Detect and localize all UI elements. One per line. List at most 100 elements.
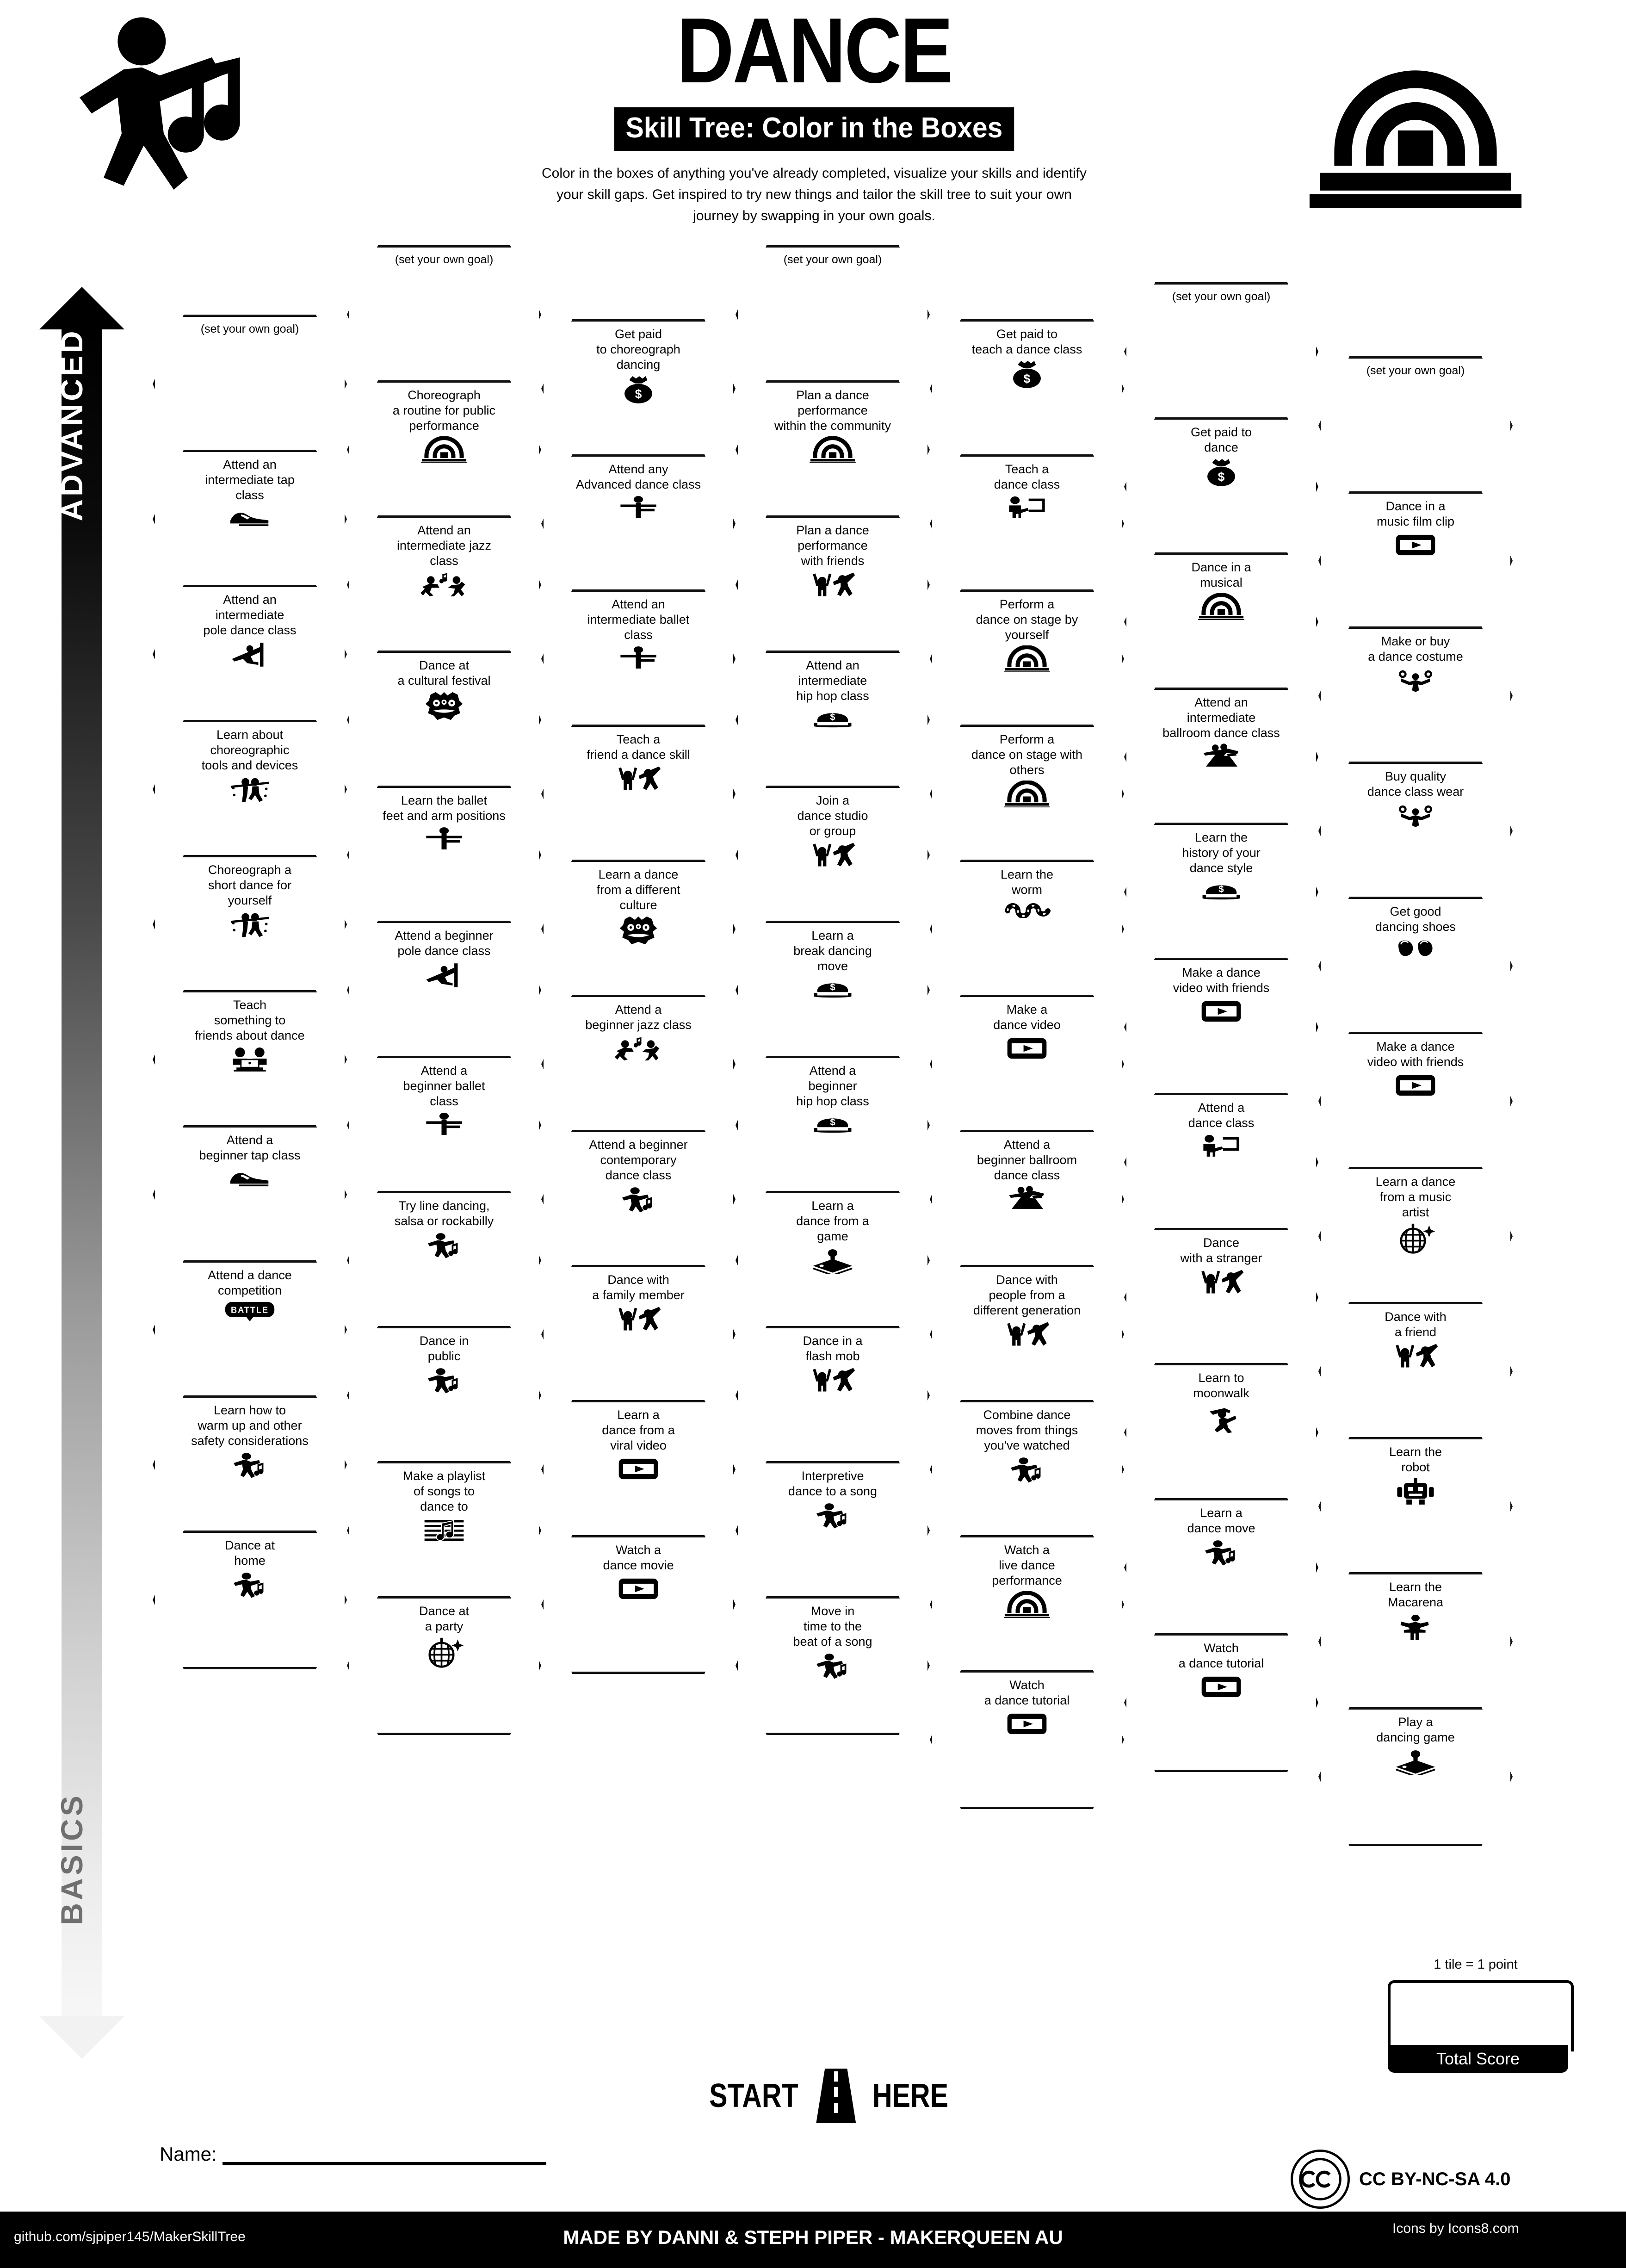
skill-tile[interactable]: Learn the worm bbox=[930, 860, 1124, 998]
skill-tile[interactable]: Dance at a party bbox=[347, 1596, 541, 1735]
skill-tile[interactable]: Learn a dance from a music artist bbox=[1318, 1167, 1513, 1306]
skill-tile-label: Make a dance video bbox=[993, 1003, 1061, 1032]
dancer-music-icon bbox=[617, 1186, 660, 1213]
lion-mask-icon bbox=[617, 916, 660, 945]
skill-tile[interactable]: Move in time to the beat of a song bbox=[736, 1596, 930, 1735]
name-input-line[interactable] bbox=[222, 2157, 546, 2165]
skill-tile[interactable]: Choreograph a routine for public performan… bbox=[347, 380, 541, 519]
skill-tile[interactable]: Learn a dance from a different culture bbox=[541, 860, 736, 998]
skill-tile[interactable]: Dance at a cultural festival bbox=[347, 651, 541, 789]
skill-tile[interactable]: Teach something to friends about dance bbox=[153, 990, 347, 1129]
skill-tile[interactable]: Attend a beginner hip hop class $ bbox=[736, 1056, 930, 1195]
skill-tile[interactable]: Learn the Macarena bbox=[1318, 1572, 1513, 1711]
skill-tile[interactable]: (set your own goal) bbox=[347, 245, 541, 384]
skill-tile[interactable]: Dance at home bbox=[153, 1531, 347, 1669]
skill-tile[interactable]: Get paid to teach a dance class $ bbox=[930, 319, 1124, 458]
skill-tile[interactable]: Attend a beginner contemporary dance class bbox=[541, 1130, 736, 1269]
skill-tile[interactable]: Attend a dance class bbox=[1124, 1093, 1318, 1232]
skill-tile[interactable]: Teach a friend a dance skill bbox=[541, 725, 736, 863]
skill-tile[interactable]: Learn a dance from a game bbox=[736, 1191, 930, 1330]
skill-tile[interactable]: Attend an intermediate tap class bbox=[153, 450, 347, 589]
skill-tile[interactable]: Attend an intermediate ballroom dance clas… bbox=[1124, 688, 1318, 826]
skill-tile[interactable]: Attend a beginner ballroom dance class bbox=[930, 1130, 1124, 1269]
skill-tile[interactable]: Learn a dance move bbox=[1124, 1498, 1318, 1637]
skill-tile[interactable]: Make a playlist of songs to dance to bbox=[347, 1461, 541, 1600]
skill-tile[interactable]: Get good dancing shoes bbox=[1318, 897, 1513, 1035]
skill-tile[interactable]: Dance with a family member bbox=[541, 1265, 736, 1404]
skill-tile[interactable]: Learn about choreographic tools and device… bbox=[153, 720, 347, 859]
skill-tile[interactable]: Play a dancing game bbox=[1318, 1707, 1513, 1846]
skill-tile[interactable]: Learn the history of your dance style $ bbox=[1124, 823, 1318, 961]
skill-tile[interactable]: Dance with a friend bbox=[1318, 1302, 1513, 1441]
ballet-pose-icon bbox=[617, 495, 660, 519]
skill-tile[interactable]: Learn to moonwalk bbox=[1124, 1363, 1318, 1502]
skill-tile-shape bbox=[1124, 1363, 1318, 1502]
skill-tile[interactable]: Combine dance moves from things you've wat… bbox=[930, 1400, 1124, 1539]
skill-tile[interactable]: Attend a beginner jazz class bbox=[541, 995, 736, 1134]
skill-tile[interactable]: Attend a beginner ballet class bbox=[347, 1056, 541, 1195]
two-dancers-icon bbox=[810, 1367, 856, 1394]
skill-tile[interactable]: Watch a dance tutorial bbox=[1124, 1633, 1318, 1772]
skill-tile-shape bbox=[736, 515, 930, 654]
skill-tile[interactable]: Attend a dance competition BATTLE bbox=[153, 1260, 347, 1399]
skill-tile[interactable]: Learn the robot bbox=[1318, 1437, 1513, 1576]
skill-tile-label: Interpretive dance to a song bbox=[788, 1469, 878, 1498]
skill-tile[interactable]: Attend an intermediate pole dance class bbox=[153, 585, 347, 724]
skill-tile[interactable]: (set your own goal) bbox=[736, 245, 930, 384]
skill-tile[interactable]: Try line dancing, salsa or rockabilly bbox=[347, 1191, 541, 1330]
skill-tile[interactable]: Attend a beginner tap class bbox=[153, 1125, 347, 1264]
skill-tile[interactable]: Choreograph a short dance for yourself bbox=[153, 855, 347, 994]
skill-tile[interactable]: Make a dance video with friends bbox=[1124, 958, 1318, 1097]
skill-tile-label: Plan a dance performance within the commun… bbox=[774, 388, 891, 433]
skill-tile[interactable]: Watch a live dance performance bbox=[930, 1535, 1124, 1674]
skill-tile[interactable]: Attend any Advanced dance class bbox=[541, 454, 736, 593]
skill-tile[interactable]: Dance with a stranger bbox=[1124, 1228, 1318, 1367]
skill-tile[interactable]: Attend an intermediate jazz class bbox=[347, 515, 541, 654]
skill-tile[interactable]: Attend an intermediate hip hop class $ bbox=[736, 651, 930, 789]
repo-link[interactable]: github.com/sjpiper145/MakerSkillTree bbox=[14, 2229, 246, 2244]
skill-tile[interactable]: Make a dance video with friends bbox=[1318, 1032, 1513, 1171]
skill-tile[interactable]: Dance in public bbox=[347, 1326, 541, 1465]
skill-tile[interactable]: Perform a dance on stage by yourself bbox=[930, 589, 1124, 728]
skill-tile[interactable]: Make or buy a dance costume bbox=[1318, 626, 1513, 765]
skill-tile[interactable]: Make a dance video bbox=[930, 995, 1124, 1134]
skill-tile[interactable]: (set your own goal) bbox=[153, 315, 347, 453]
skill-tile[interactable]: Teach a dance class bbox=[930, 454, 1124, 593]
skill-tile[interactable]: Interpretive dance to a song bbox=[736, 1461, 930, 1600]
skill-tile[interactable]: Watch a dance movie bbox=[541, 1535, 736, 1674]
svg-text:$: $ bbox=[635, 387, 642, 401]
skill-tile-label: Watch a live dance performance bbox=[992, 1543, 1062, 1587]
skill-tile[interactable]: Buy quality dance class wear bbox=[1318, 762, 1513, 900]
skill-tile[interactable]: Watch a dance tutorial bbox=[930, 1670, 1124, 1809]
two-dancers-icon bbox=[1004, 1321, 1050, 1348]
skill-tile[interactable]: Learn a dance from a viral video bbox=[541, 1400, 736, 1539]
total-score-box[interactable]: Total Score bbox=[1388, 1980, 1574, 2073]
skill-tile-content: Attend an intermediate ballet class bbox=[541, 589, 736, 728]
skill-tile[interactable]: Get paid to dance $ bbox=[1124, 417, 1318, 556]
skill-tile[interactable]: Learn the ballet feet and arm positions bbox=[347, 786, 541, 924]
skill-tile-label: Get good dancing shoes bbox=[1375, 905, 1456, 934]
skill-tile[interactable]: Learn a break dancing move $ bbox=[736, 921, 930, 1060]
skill-tile[interactable]: Join a dance studio or group bbox=[736, 786, 930, 924]
skill-tile-content: Watch a live dance performance bbox=[930, 1535, 1124, 1674]
skill-tile[interactable]: Dance in a music film clip bbox=[1318, 491, 1513, 630]
skill-tile[interactable]: (set your own goal) bbox=[1318, 356, 1513, 495]
skill-tile[interactable]: Perform a dance on stage with others bbox=[930, 725, 1124, 863]
skill-tile[interactable]: Dance in a musical bbox=[1124, 552, 1318, 691]
skill-tile[interactable]: Get paid to choreograph dancing $ bbox=[541, 319, 736, 458]
skill-tile[interactable]: Attend a beginner pole dance class bbox=[347, 921, 541, 1060]
skill-tile-shape bbox=[153, 1125, 347, 1264]
skill-tile[interactable]: Plan a dance performance within the commun… bbox=[736, 380, 930, 519]
skill-tile[interactable]: Learn how to warm up and other safety cons… bbox=[153, 1395, 347, 1534]
skill-tile[interactable]: Plan a dance performance with friends bbox=[736, 515, 930, 654]
skill-tile-shape bbox=[736, 380, 930, 519]
skill-tile-content: Choreograph a short dance for yourself bbox=[153, 855, 347, 994]
skill-tile[interactable]: Dance with people from a different generat… bbox=[930, 1265, 1124, 1404]
skill-tile[interactable]: Dance in a flash mob bbox=[736, 1326, 930, 1465]
total-score-input[interactable] bbox=[1388, 1980, 1574, 2051]
skill-tile-label: Learn how to warm up and other safety cons… bbox=[191, 1403, 309, 1448]
skill-tile[interactable]: (set your own goal) bbox=[1124, 282, 1318, 421]
skill-tile-label: Attend a beginner ballroom dance class bbox=[977, 1138, 1077, 1182]
skill-tile[interactable]: Attend an intermediate ballet class bbox=[541, 589, 736, 728]
pole-dance-icon bbox=[423, 961, 465, 989]
